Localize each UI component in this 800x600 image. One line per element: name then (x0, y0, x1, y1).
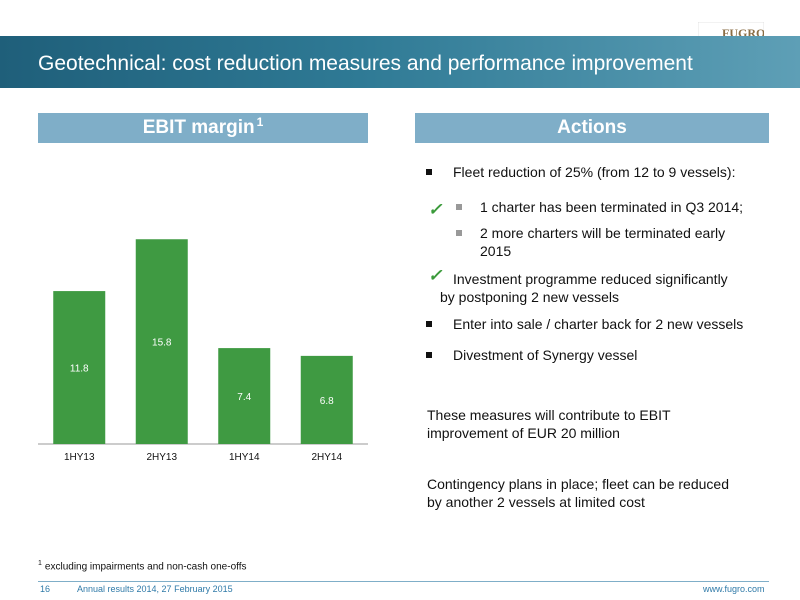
contingency-paragraph: Contingency plans in place; fleet can be… (427, 475, 787, 511)
footer-event: Annual results 2014, 27 February 2015 (77, 584, 233, 594)
action-investment-line2: by postponing 2 new vessels (440, 289, 619, 305)
ebit-margin-chart: 11.8 1HY13 15.8 2HY13 7.4 1HY14 6.8 2HY14 (38, 239, 368, 463)
data-label-2HY14: 6.8 (320, 396, 334, 407)
action-sale-charter-back: Enter into sale / charter back for 2 new… (453, 316, 744, 332)
footnote-mark: 1 (38, 560, 42, 567)
checkmark-icon: ✓ (428, 200, 443, 219)
contingency-line1: Contingency plans in place; fleet can be… (427, 476, 729, 492)
measures-paragraph: These measures will contribute to EBIT i… (427, 406, 787, 442)
footnote-text: excluding impairments and non-cash one-o… (44, 561, 247, 573)
bar-1HY14 (218, 348, 271, 444)
data-label-1HY13: 11.8 (70, 364, 89, 375)
sub-bullet-square (456, 230, 462, 236)
actions-header: Actions (415, 113, 769, 143)
tick-label-2HY14: 2HY14 (311, 452, 342, 463)
contingency-line2: by another 2 vessels at limited cost (427, 494, 645, 510)
bullet-square (426, 169, 432, 175)
checkmark-icon: ✓ (428, 266, 443, 285)
bar-1HY13 (53, 291, 106, 444)
actions-label: Actions (557, 117, 627, 138)
tick-label-1HY14: 1HY14 (229, 452, 260, 463)
bullet-square (426, 352, 432, 358)
slide-title: Geotechnical: cost reduction measures an… (38, 52, 693, 75)
tick-label-1HY13: 1HY13 (64, 452, 95, 463)
footnote: 1 excluding impairments and non-cash one-… (38, 560, 247, 572)
bar-2HY13 (135, 239, 188, 444)
ebit-margin-label: EBIT margin (142, 117, 255, 138)
measures-line1: These measures will contribute to EBIT (427, 407, 671, 423)
title-bar (0, 36, 800, 88)
action-more-charters-line1: 2 more charters will be terminated early (480, 225, 726, 241)
action-divestment: Divestment of Synergy vessel (453, 347, 638, 363)
page-number: 16 (40, 584, 51, 594)
ebit-margin-footnote-mark: 1 (256, 115, 264, 129)
action-more-charters-line2: 2015 (480, 243, 512, 259)
measures-line2: improvement of EUR 20 million (427, 425, 620, 441)
sub-bullet-square (456, 204, 462, 210)
tick-label-2HY13: 2HY13 (146, 452, 177, 463)
data-label-2HY13: 15.8 (152, 338, 172, 349)
bar-2HY14 (300, 355, 353, 444)
action-investment-line1: Investment programme reduced significant… (453, 271, 728, 287)
bullet-square (426, 321, 432, 327)
footer-divider (38, 581, 769, 582)
action-charter-terminated: 1 charter has been terminated in Q3 2014… (480, 199, 744, 215)
data-label-1HY14: 7.4 (237, 392, 251, 403)
ebit-margin-header: EBIT margin 1 (38, 113, 368, 143)
footer-url[interactable]: www.fugro.com (703, 584, 765, 594)
action-fleet-reduction: Fleet reduction of 25% (from 12 to 9 ves… (453, 164, 736, 180)
